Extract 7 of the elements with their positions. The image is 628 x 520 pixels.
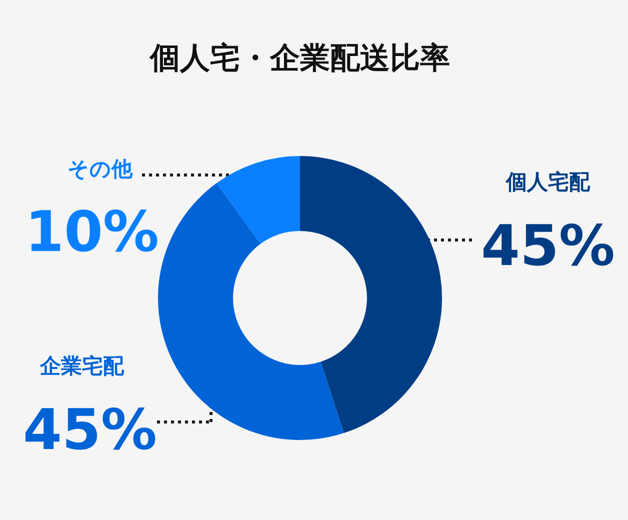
slice-label: 企業宅配 — [39, 354, 125, 378]
slice-label: 個人宅配 — [505, 170, 591, 194]
data-label: 45% — [22, 398, 158, 463]
data-label: 10% — [24, 200, 160, 265]
data-label: 45% — [480, 214, 616, 279]
slice-label: その他 — [68, 157, 134, 181]
chart-title: 個人宅・企業配送比率 — [149, 41, 450, 76]
